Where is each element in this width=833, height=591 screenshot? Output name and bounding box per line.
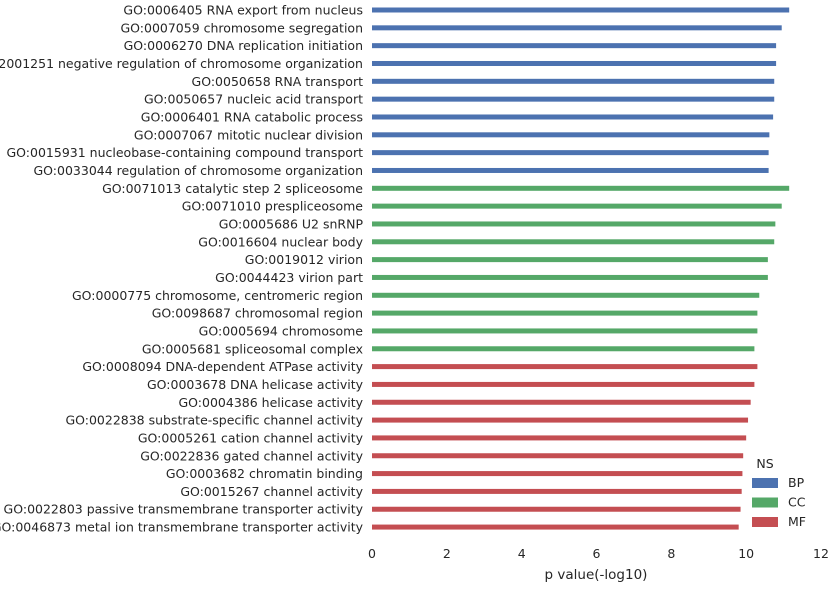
- bar-bp: [372, 96, 775, 102]
- bar-cc: [372, 274, 768, 280]
- legend-label-cc: CC: [788, 495, 806, 510]
- category-label: GO:0005694 chromosome: [199, 323, 364, 338]
- x-tick-label: 6: [593, 546, 601, 561]
- bar-cc: [372, 185, 790, 191]
- category-label: GO:0006270 DNA replication initiation: [124, 38, 363, 53]
- bar-mf: [372, 364, 758, 370]
- bar-mf: [372, 453, 744, 459]
- bar-bp: [372, 150, 769, 156]
- bar-bp: [372, 7, 790, 13]
- category-label: GO:0022838 substrate-specific channel ac…: [65, 413, 363, 428]
- category-label: GO:0006401 RNA catabolic process: [141, 109, 363, 124]
- bar-mf: [372, 435, 747, 441]
- category-label: GO:0071013 catalytic step 2 spliceosome: [102, 181, 363, 196]
- category-label: GO:0071010 prespliceosome: [182, 199, 364, 214]
- x-tick-label: 12: [813, 546, 829, 561]
- bar-mf: [372, 506, 741, 512]
- x-tick-label: 10: [738, 546, 754, 561]
- category-label: GO:0046873 metal ion transmembrane trans…: [0, 520, 364, 535]
- bar-cc: [372, 203, 782, 209]
- legend-label-bp: BP: [788, 475, 805, 490]
- category-label: GO:0008094 DNA-dependent ATPase activity: [82, 359, 363, 374]
- bar-cc: [372, 221, 776, 227]
- bar-cc: [372, 346, 755, 352]
- bar-mf: [372, 381, 755, 387]
- category-label: GO:2001251 negative regulation of chromo…: [0, 56, 363, 71]
- bar-cc: [372, 292, 760, 298]
- bar-bp: [372, 78, 775, 84]
- bar-cc: [372, 239, 775, 245]
- category-label: GO:0015931 nucleobase-containing compoun…: [7, 145, 364, 160]
- bars-layer: [372, 7, 790, 530]
- x-tick-label: 2: [443, 546, 451, 561]
- category-label: GO:0005681 spliceosomal complex: [142, 341, 363, 356]
- category-label: GO:0098687 chromosomal region: [152, 306, 363, 321]
- category-label: GO:0000775 chromosome, centromeric regio…: [72, 288, 363, 303]
- category-label: GO:0033044 regulation of chromosome orga…: [34, 163, 364, 178]
- category-label: GO:0016604 nuclear body: [198, 234, 363, 249]
- x-tick-label: 8: [667, 546, 675, 561]
- bar-cc: [372, 257, 768, 263]
- bar-mf: [372, 417, 749, 423]
- bar-mf: [372, 488, 742, 494]
- bar-cc: [372, 310, 758, 316]
- category-label: GO:0022836 gated channel activity: [140, 448, 363, 463]
- category-label: GO:0050658 RNA transport: [192, 74, 364, 89]
- category-label: GO:0022803 passive transmembrane transpo…: [4, 502, 364, 517]
- legend: NS BP CC MF: [752, 456, 806, 529]
- bar-bp: [372, 132, 770, 138]
- category-label: GO:0006405 RNA export from nucleus: [123, 3, 363, 18]
- category-label: GO:0015267 channel activity: [180, 484, 363, 499]
- category-label: GO:0003682 chromatin binding: [166, 466, 363, 481]
- bar-mf: [372, 399, 751, 405]
- bar-bp: [372, 114, 774, 120]
- category-label: GO:0007059 chromosome segregation: [120, 20, 363, 35]
- bar-bp: [372, 167, 769, 173]
- category-label: GO:0044423 virion part: [215, 270, 363, 285]
- category-label: GO:0005261 cation channel activity: [138, 430, 364, 445]
- legend-title: NS: [756, 456, 773, 471]
- bar-mf: [372, 524, 739, 530]
- bar-bp: [372, 25, 782, 31]
- bar-cc: [372, 328, 758, 334]
- category-label: GO:0004386 helicase activity: [178, 395, 363, 410]
- x-axis-label: p value(-log10): [545, 567, 648, 583]
- category-label: GO:0019012 virion: [245, 252, 363, 267]
- bar-bp: [372, 60, 777, 66]
- legend-swatch-bp: [752, 478, 778, 488]
- legend-swatch-cc: [752, 497, 778, 508]
- x-tick-label: 4: [518, 546, 526, 561]
- category-label: GO:0003678 DNA helicase activity: [147, 377, 364, 392]
- x-tick-label: 0: [368, 546, 376, 561]
- x-axis-ticks: 0 2 4 6 8 10 12: [368, 546, 829, 561]
- legend-label-mf: MF: [788, 514, 806, 529]
- legend-swatch-mf: [752, 517, 778, 527]
- category-label: GO:0050657 nucleic acid transport: [144, 92, 363, 107]
- category-label: GO:0007067 mitotic nuclear division: [134, 127, 363, 142]
- category-labels: GO:0006405 RNA export from nucleus GO:000…: [0, 3, 364, 535]
- category-label: GO:0005686 U2 snRNP: [219, 216, 364, 231]
- bar-mf: [372, 471, 743, 477]
- bar-bp: [372, 43, 777, 49]
